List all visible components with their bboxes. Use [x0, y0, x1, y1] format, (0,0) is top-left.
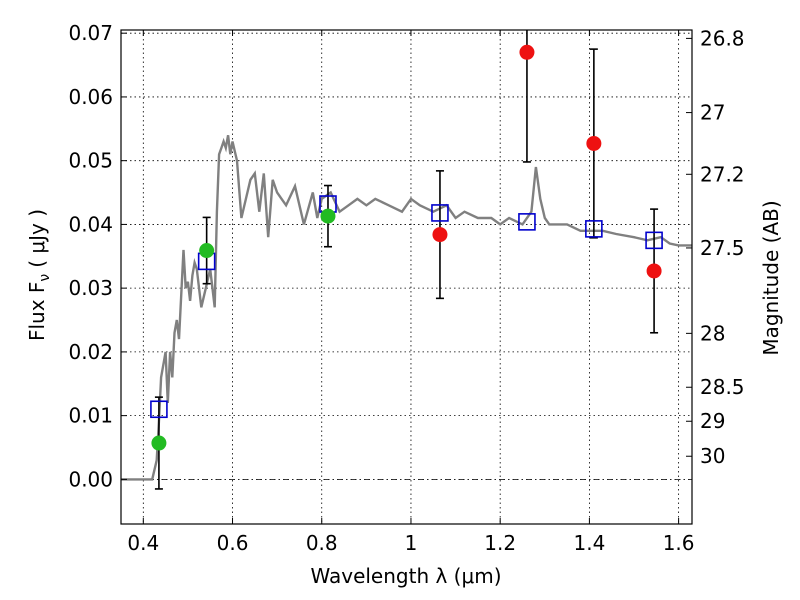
right-tick-label: 28	[700, 321, 725, 345]
data-markers	[150, 44, 663, 451]
x-tick-label: 0.4	[127, 531, 159, 555]
y-axis-label-unit: ( μJy )	[25, 209, 49, 268]
y-axis-label-nu: ν	[37, 274, 53, 282]
model-flux-square	[150, 400, 168, 419]
svg-text:Flux Fν( μJy ): Flux Fν ( μJy )	[25, 209, 53, 341]
right-tick-label: 27.5	[700, 236, 745, 260]
model-flux-square	[518, 213, 536, 231]
model-flux-square	[585, 220, 603, 238]
model-flux-square	[645, 231, 663, 250]
right-tick-label: 27	[700, 101, 725, 125]
x-tick-label: 1.2	[484, 531, 516, 555]
model-spectrum-line	[121, 134, 692, 481]
y-tick-label: 0.02	[68, 340, 113, 364]
y-tick-label: 0.05	[68, 149, 113, 173]
y-axis-label-flux: Flux F	[25, 282, 49, 341]
x-tick-label: 0.8	[306, 531, 338, 555]
x-axis-label: Wavelength λ (μm)	[310, 564, 501, 588]
x-tick-label: 0.6	[217, 531, 249, 555]
red-data-point	[646, 263, 662, 279]
plot-frame	[120, 29, 693, 525]
green-data-point	[199, 243, 215, 259]
y-tick-label: 0.04	[68, 212, 113, 236]
y-axis-label-left: Flux Fν ( μJy )	[25, 209, 53, 341]
y-tick-label: 0.01	[68, 404, 113, 428]
y-axis-label-right: Magnitude (AB)	[759, 200, 783, 355]
model-flux-square	[431, 204, 449, 222]
red-data-point	[586, 135, 602, 151]
red-data-point	[432, 227, 448, 243]
right-tick-label: 29	[700, 409, 725, 433]
y-tick-label: 0.03	[68, 276, 113, 300]
right-tick-label: 26.8	[700, 26, 745, 50]
axis-ticks: 0.4 0.6 0.8 1 1.2 1.4 1.6 0.00 0.01 0.02 0.03 0.04 0…	[68, 21, 744, 555]
y-tick-label: 0.07	[68, 21, 113, 45]
right-tick-label: 30	[700, 444, 725, 468]
right-tick-label: 27.2	[700, 162, 745, 186]
error-bars	[154, 30, 659, 490]
x-tick-label: 1	[405, 531, 418, 555]
right-tick-label: 28.5	[700, 375, 745, 399]
y-tick-label: 0.06	[68, 85, 113, 109]
green-data-point	[320, 208, 336, 224]
green-data-point	[151, 435, 167, 451]
y-tick-label: 0.00	[68, 467, 113, 491]
x-tick-label: 1.6	[663, 531, 695, 555]
x-tick-label: 1.4	[573, 531, 605, 555]
red-data-point	[519, 44, 535, 60]
